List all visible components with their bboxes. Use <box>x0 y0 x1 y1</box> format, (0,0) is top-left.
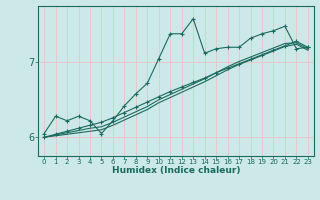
X-axis label: Humidex (Indice chaleur): Humidex (Indice chaleur) <box>112 166 240 175</box>
